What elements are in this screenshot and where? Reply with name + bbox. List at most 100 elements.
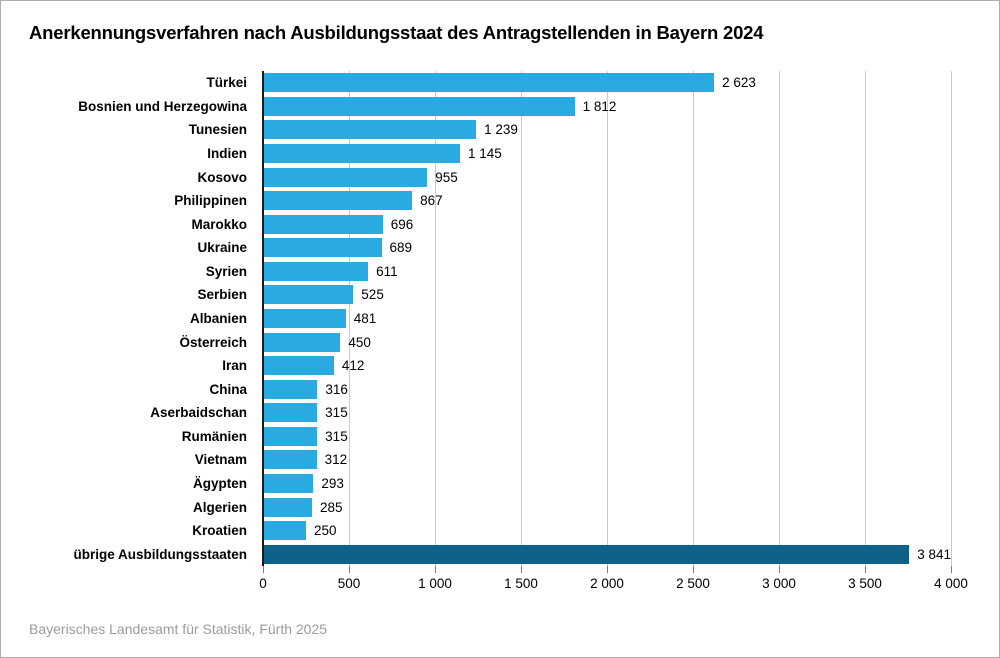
- category-label: Rumänien: [181, 428, 247, 444]
- gridlines: [263, 71, 952, 566]
- x-tick-mark: [349, 566, 350, 573]
- gridline: [779, 71, 780, 566]
- value-label: 312: [324, 452, 348, 468]
- value-label: 250: [314, 523, 337, 539]
- bar: [263, 191, 413, 211]
- category-label: Iran: [222, 358, 247, 374]
- bar-row: 293: [263, 472, 951, 496]
- category-label: Vietnam: [194, 452, 247, 468]
- bar: [263, 403, 318, 423]
- bar: [263, 167, 428, 187]
- bar: [263, 73, 715, 93]
- category-label: Algerien: [192, 499, 247, 515]
- x-tick-mark: [521, 566, 522, 573]
- bar: [263, 521, 306, 541]
- bar: [263, 426, 318, 446]
- value-label: 315: [325, 405, 348, 421]
- bar: [263, 120, 477, 140]
- value-label: 1 145: [467, 145, 502, 161]
- value-label: 1 812: [582, 98, 617, 114]
- category-label: Österreich: [179, 334, 247, 350]
- value-label: 689: [389, 240, 413, 256]
- category-label: Tunesien: [188, 122, 247, 138]
- x-tick-mark: [607, 566, 608, 573]
- y-axis-line: [262, 71, 264, 566]
- bar: [263, 96, 575, 116]
- value-label: 525: [361, 287, 384, 303]
- plot-area: 2 623 1 812 1 239 1 145 955 867 696 689 611 525 48…: [262, 71, 952, 566]
- bar-row: 611: [263, 260, 951, 284]
- category-label: Ukraine: [197, 240, 247, 256]
- value-label: 481: [353, 310, 377, 326]
- bar: [263, 332, 341, 352]
- category-label: Kosovo: [197, 169, 247, 185]
- value-label: 315: [325, 428, 348, 444]
- bar: [263, 214, 383, 234]
- bar-row: 1 145: [263, 142, 951, 166]
- x-tick-mark: [865, 566, 866, 573]
- bar-row: 955: [263, 165, 951, 189]
- category-label: Ägypten: [193, 475, 247, 491]
- x-tick-label: 3 500: [848, 576, 882, 591]
- bar-row: 696: [263, 212, 951, 236]
- bar-highlight: [263, 544, 910, 564]
- x-tick-mark: [435, 566, 436, 573]
- value-label: 1 239: [484, 122, 518, 138]
- value-label: 412: [341, 358, 365, 374]
- category-axis: Türkei Bosnien und Herzegowina Tunesien Ind…: [1, 71, 255, 566]
- bar-row: 312: [263, 448, 951, 472]
- x-tick-label: 2 000: [590, 576, 624, 591]
- category-label: China: [209, 381, 247, 397]
- value-label: 955: [435, 169, 458, 185]
- bar-row: 315: [263, 425, 951, 449]
- category-label: Aserbaidschan: [150, 405, 247, 421]
- x-tick-label: 2 500: [676, 576, 710, 591]
- bar-row: 450: [263, 330, 951, 354]
- bar-row: 481: [263, 307, 951, 331]
- x-tick-label: 0: [259, 576, 267, 591]
- category-label: Kroatien: [192, 523, 247, 539]
- bar-row: 316: [263, 377, 951, 401]
- category-label: Philippinen: [174, 193, 247, 209]
- bar: [263, 285, 354, 305]
- bar-row: 867: [263, 189, 951, 213]
- bar-series: 2 623 1 812 1 239 1 145 955 867 696 689 611 525 48…: [263, 71, 951, 566]
- bar: [263, 238, 382, 258]
- category-label: Bosnien und Herzegowina: [78, 98, 247, 114]
- value-label: 450: [348, 334, 371, 350]
- bar: [263, 143, 460, 163]
- x-tick-label: 4 000: [934, 576, 968, 591]
- bar-row: 285: [263, 495, 951, 519]
- bar-row: 315: [263, 401, 951, 425]
- category-label: Serbien: [197, 287, 247, 303]
- category-label: Albanien: [189, 310, 247, 326]
- value-label: 2 623: [722, 75, 756, 91]
- chart-title: Anerkennungsverfahren nach Ausbildungsst…: [29, 22, 764, 43]
- gridline: [607, 71, 608, 566]
- x-tick-mark: [693, 566, 694, 573]
- bar-row: 3 841: [263, 542, 951, 566]
- bar-row: 250: [263, 519, 951, 543]
- bar-row: 412: [263, 354, 951, 378]
- category-label: Türkei: [206, 75, 247, 91]
- bar: [263, 308, 346, 328]
- bar: [263, 497, 313, 517]
- x-axis: 0 500 1 000 1 500 2 000 2 500 3 000 3 500 4 000: [259, 566, 968, 598]
- x-tick-label: 3 000: [762, 576, 796, 591]
- gridline: [693, 71, 694, 566]
- category-label: übrige Ausbildungsstaaten: [73, 546, 247, 562]
- x-tick-label: 1 500: [504, 576, 538, 591]
- value-label: 611: [376, 263, 398, 279]
- value-label: 316: [325, 381, 348, 397]
- bar: [263, 379, 318, 399]
- gridline: [435, 71, 436, 566]
- bar-row: 1 812: [263, 95, 951, 119]
- value-label: 293: [321, 475, 344, 491]
- value-label: 867: [420, 193, 443, 209]
- bar: [263, 473, 314, 493]
- bar: [263, 261, 369, 281]
- gridline: [865, 71, 866, 566]
- gridline: [349, 71, 350, 566]
- category-label: Syrien: [205, 263, 247, 279]
